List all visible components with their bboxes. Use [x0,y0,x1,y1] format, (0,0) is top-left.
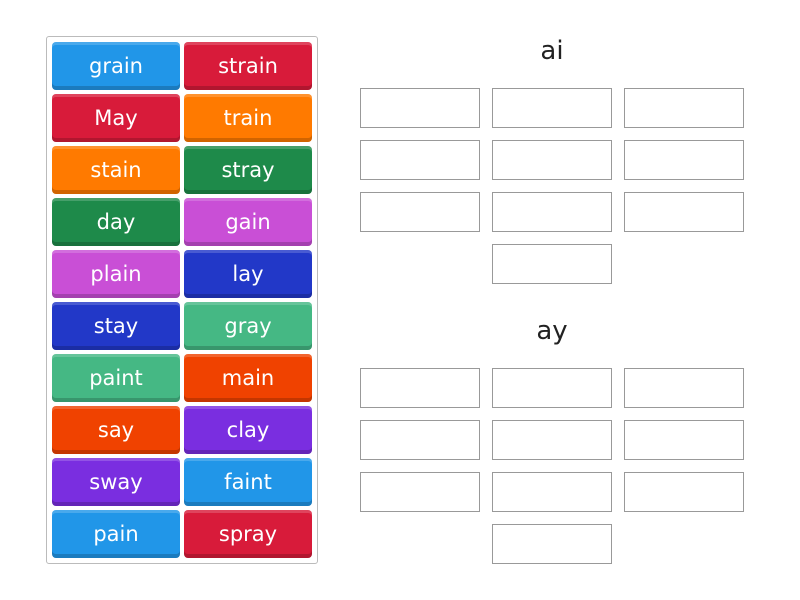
drop-slot[interactable] [360,140,480,180]
word-bank: grain strain May train stain stray day gain plai… [46,36,318,564]
drop-slot[interactable] [492,192,612,232]
drop-slot[interactable] [624,140,744,180]
word-tile[interactable]: pain [52,510,180,558]
word-tile[interactable]: gain [184,198,312,246]
word-tile[interactable]: May [52,94,180,142]
drop-slot[interactable] [360,472,480,512]
drop-slot[interactable] [624,368,744,408]
drop-slot[interactable] [492,472,612,512]
drop-slot[interactable] [492,368,612,408]
word-tile[interactable]: clay [184,406,312,454]
word-tile[interactable]: stray [184,146,312,194]
word-tile[interactable]: strain [184,42,312,90]
word-tile[interactable]: lay [184,250,312,298]
word-tile[interactable]: gray [184,302,312,350]
drop-slot[interactable] [492,524,612,564]
word-tile[interactable]: stay [52,302,180,350]
word-tile[interactable]: spray [184,510,312,558]
drop-slot[interactable] [492,88,612,128]
drop-slot[interactable] [492,420,612,460]
drop-slot[interactable] [360,192,480,232]
group-heading-ai: ai [540,36,564,66]
drop-slot[interactable] [360,420,480,460]
word-tile[interactable]: plain [52,250,180,298]
word-tile[interactable]: paint [52,354,180,402]
word-tile[interactable]: sway [52,458,180,506]
word-tile[interactable]: say [52,406,180,454]
word-tile[interactable]: stain [52,146,180,194]
drop-slot[interactable] [624,420,744,460]
group-heading-ay: ay [536,316,568,346]
word-tile[interactable]: grain [52,42,180,90]
drop-slot[interactable] [360,88,480,128]
drop-slot[interactable] [492,140,612,180]
word-tile[interactable]: day [52,198,180,246]
word-tile[interactable]: faint [184,458,312,506]
drop-slot[interactable] [492,244,612,284]
word-tile[interactable]: train [184,94,312,142]
drop-slot[interactable] [360,368,480,408]
drop-slot[interactable] [624,192,744,232]
drop-slot[interactable] [624,472,744,512]
word-tile[interactable]: main [184,354,312,402]
drop-slot[interactable] [624,88,744,128]
